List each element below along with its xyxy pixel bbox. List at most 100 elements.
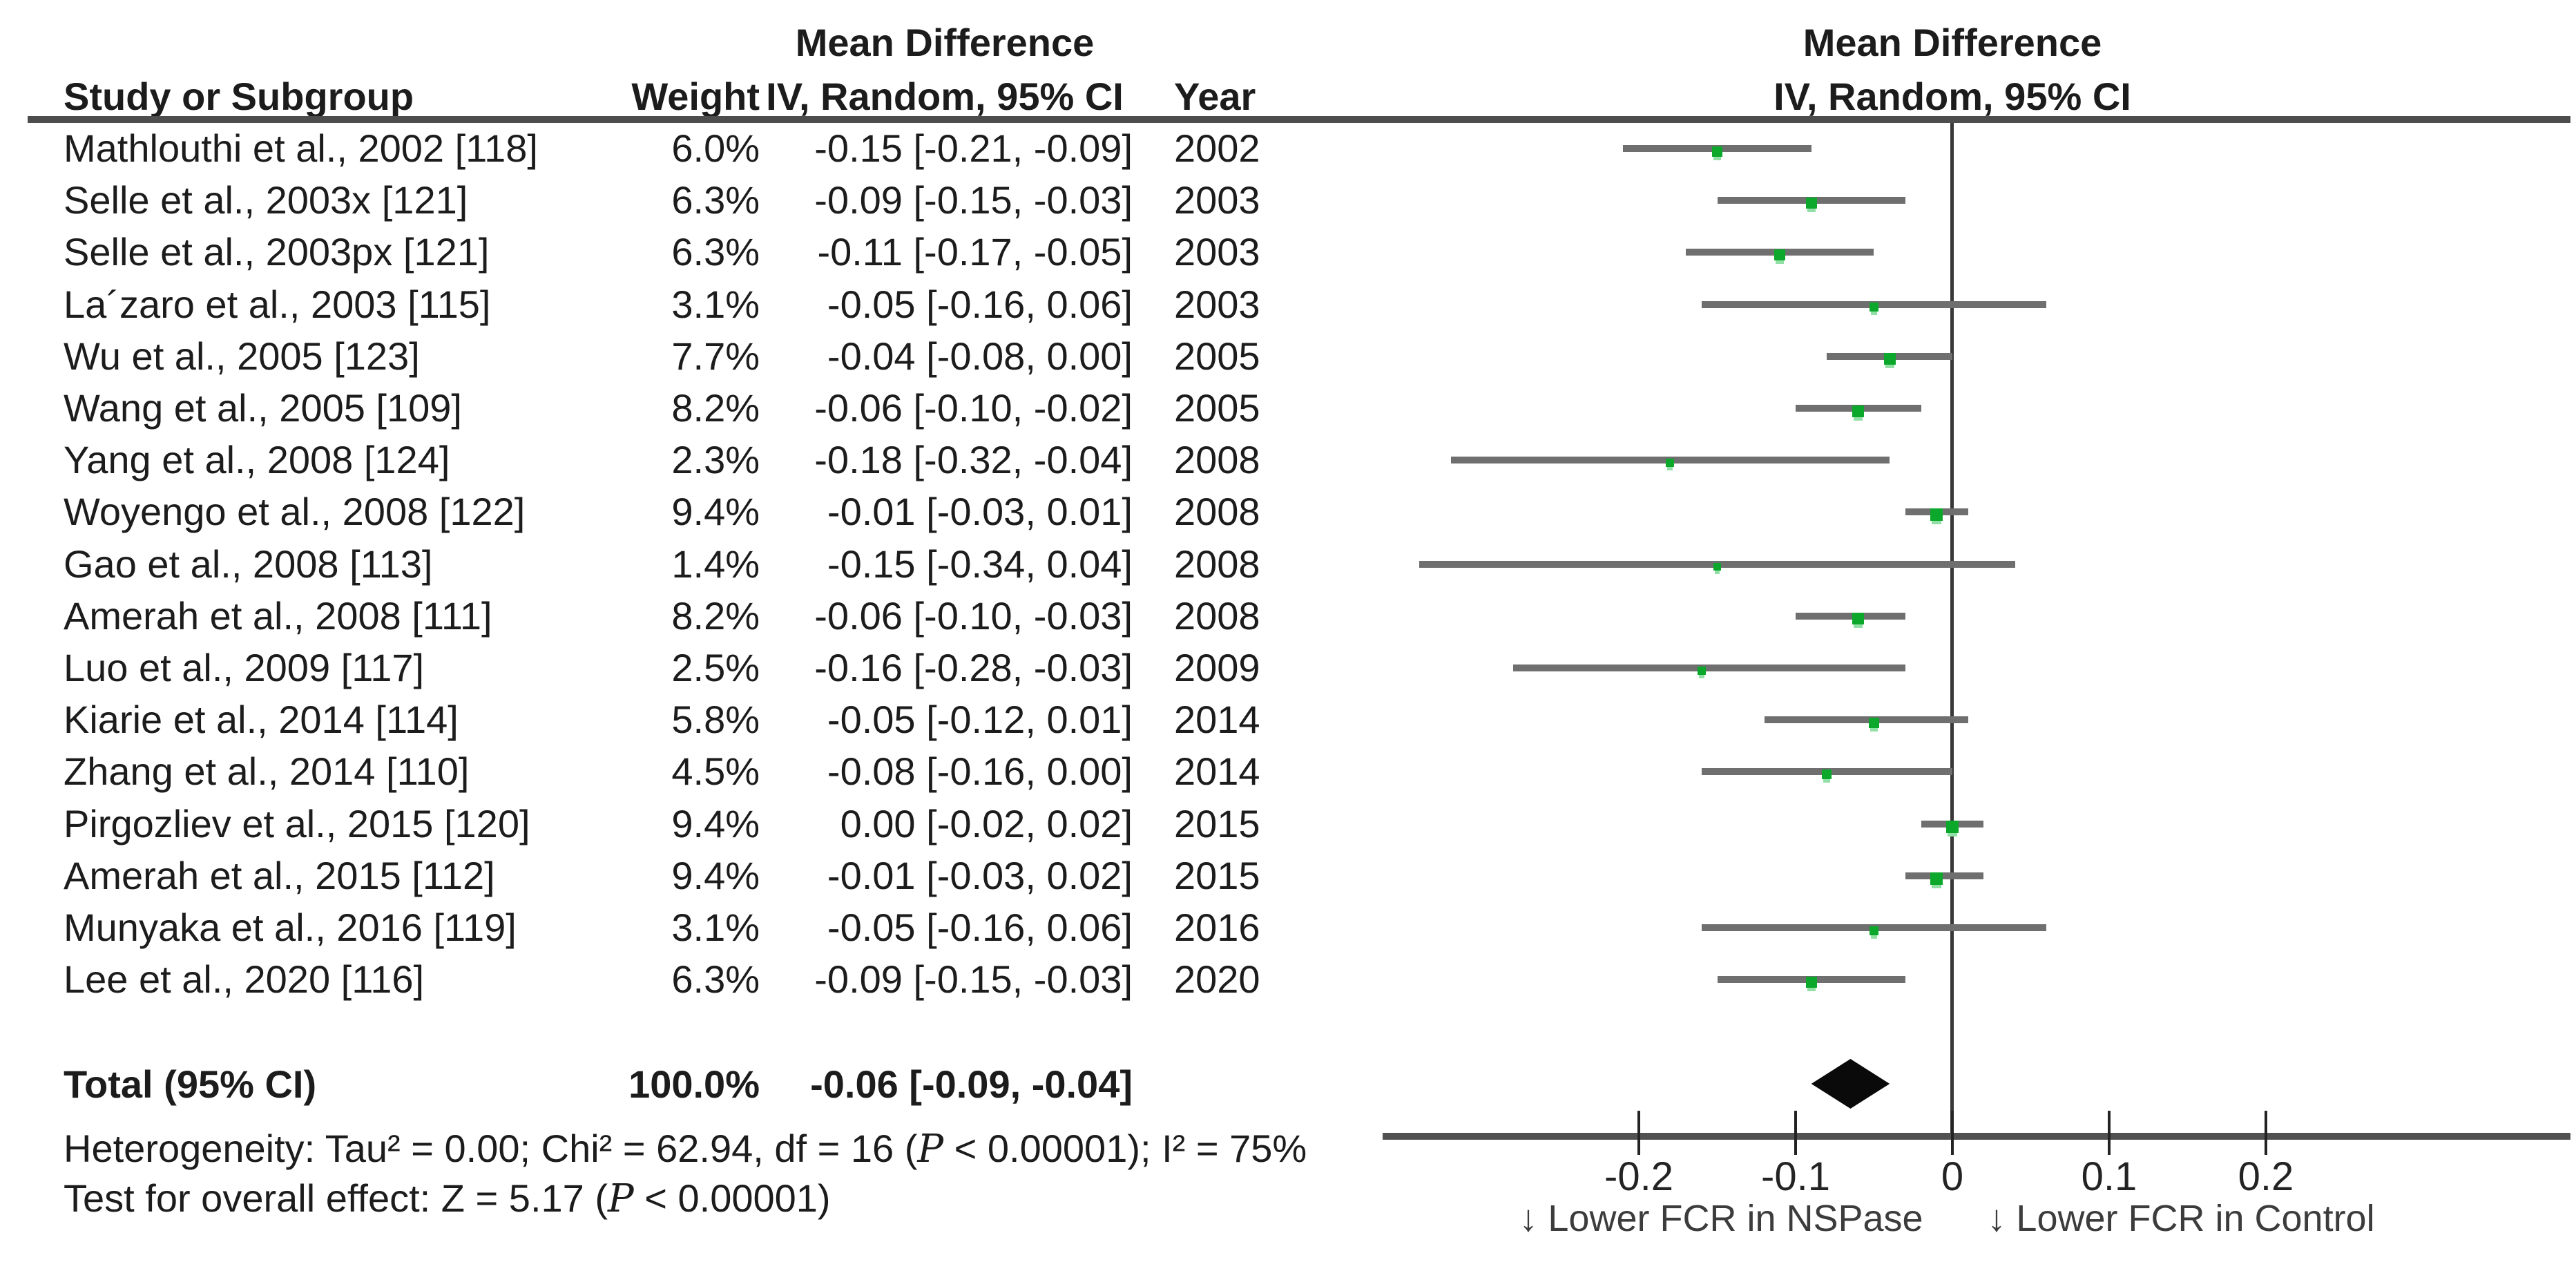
study-name: La´zaro et al., 2003 [115] [64,282,491,326]
tick [1794,1111,1797,1155]
weight-cell: 6.3% [671,230,760,274]
ci-cell: -0.16 [-0.28, -0.03] [814,646,1133,689]
col-header-study: Study or Subgroup [64,75,414,118]
study-name: Selle et al., 2003px [121] [64,230,490,274]
tick-label: 0.2 [2238,1154,2294,1199]
direction-label-right: ↓ Lower FCR in Control [1987,1198,2375,1239]
ci-cell: -0.15 [-0.34, 0.04] [827,542,1133,586]
tick [2108,1111,2111,1155]
weight-cell: 2.5% [671,646,760,689]
effect-marker [1869,303,1878,312]
year-cell: 2003 [1174,178,1260,222]
italic-p: P [917,1127,944,1172]
ci-cell: -0.05 [-0.12, 0.01] [827,698,1133,742]
x-axis-line [1383,1133,2570,1140]
study-name: Kiarie et al., 2014 [114] [64,698,459,742]
year-cell: 2014 [1174,698,1260,742]
ci-cell: -0.08 [-0.16, 0.00] [827,749,1133,794]
ci-cell: -0.11 [-0.17, -0.05] [817,230,1133,274]
ci-cell: 0.00 [-0.02, 0.02] [840,801,1133,845]
weight-cell: 6.0% [671,126,760,170]
effect-marker [1883,353,1896,365]
weight-cell: 8.2% [671,593,760,638]
year-cell: 2016 [1174,906,1260,949]
ci-cell: -0.18 [-0.32, -0.04] [814,438,1133,482]
total-weight: 100.0% [628,1062,760,1106]
effect-marker [1712,146,1722,157]
year-cell: 2002 [1174,126,1260,170]
year-cell: 2008 [1174,542,1260,586]
ci-cell: -0.04 [-0.08, 0.00] [827,334,1133,378]
effect-title-right: Mean Difference [1803,21,2102,64]
header-rule [28,116,2570,123]
effect-marker [1852,613,1865,625]
weight-cell: 9.4% [671,490,760,534]
tick-label: 0 [1941,1154,1964,1199]
year-cell: 2008 [1174,490,1260,534]
weight-cell: 6.3% [671,178,760,222]
year-cell: 2003 [1174,282,1260,326]
effect-marker [1930,872,1943,885]
effect-marker [1774,249,1786,261]
study-name: Zhang et al., 2014 [110] [64,749,470,794]
weight-cell: 2.3% [671,438,760,482]
tick-label: -0.2 [1604,1154,1673,1199]
tick [2265,1111,2267,1155]
study-name: Gao et al., 2008 [113] [64,542,433,586]
ci-bar [1764,716,1968,724]
effect-marker [1805,977,1817,988]
col-header-weight: Weight [631,75,760,118]
weight-cell: 3.1% [671,906,760,949]
study-name: Luo et al., 2009 [117] [64,646,425,689]
year-cell: 2014 [1174,749,1260,794]
zero-reference-line [1950,123,1954,1133]
study-name: Selle et al., 2003x [121] [64,178,468,222]
weight-cell: 3.1% [671,282,760,326]
tick [1951,1111,1954,1155]
weight-cell: 1.4% [671,542,760,586]
study-name: Wu et al., 2005 [123] [64,334,420,378]
weight-cell: 9.4% [671,801,760,845]
col-header-ci-right: IV, Random, 95% CI [1774,75,2131,118]
total-diamond [1811,1059,1890,1109]
ci-cell: -0.15 [-0.21, -0.09] [814,126,1133,170]
ci-cell: -0.09 [-0.15, -0.03] [814,957,1133,1002]
ci-cell: -0.05 [-0.16, 0.06] [827,282,1133,326]
effect-marker [1852,405,1865,417]
weight-cell: 8.2% [671,386,760,430]
total-ci-text: -0.06 [-0.09, -0.04] [810,1062,1133,1106]
ci-cell: -0.06 [-0.10, -0.03] [814,593,1133,638]
ci-bar [1796,612,1905,620]
ci-cell: -0.09 [-0.15, -0.03] [814,178,1133,222]
effect-marker [1805,198,1817,209]
study-name: Mathlouthi et al., 2002 [118] [64,126,538,170]
study-name: Wang et al., 2005 [109] [64,386,462,430]
study-name: Woyengo et al., 2008 [122] [64,490,526,534]
ci-cell: -0.06 [-0.10, -0.02] [814,386,1133,430]
year-cell: 2005 [1174,386,1260,430]
study-name: Munyaka et al., 2016 [119] [64,906,517,949]
weight-cell: 5.8% [671,698,760,742]
effect-marker [1697,667,1706,675]
year-cell: 2003 [1174,230,1260,274]
ci-bar [1905,872,1984,879]
study-name: Lee et al., 2020 [116] [64,957,425,1002]
italic-p: P [608,1176,634,1221]
weight-cell: 6.3% [671,957,760,1002]
weight-cell: 9.4% [671,853,760,897]
effect-marker [1822,769,1832,780]
heterogeneity-line: Heterogeneity: Tau² = 0.00; Chi² = 62.94… [64,1127,1307,1172]
ci-bar [1513,665,1905,671]
effect-marker [1666,459,1675,468]
col-header-ci-left: IV, Random, 95% CI [766,75,1124,118]
year-cell: 2015 [1174,801,1260,845]
weight-cell: 7.7% [671,334,760,378]
year-cell: 2005 [1174,334,1260,378]
tick-label: 0.1 [2081,1154,2137,1199]
effect-title-left: Mean Difference [795,21,1095,64]
effect-marker [1713,563,1721,571]
effect-marker [1930,508,1943,522]
col-header-year: Year [1174,75,1256,118]
study-name: Pirgozliev et al., 2015 [120] [64,801,530,845]
